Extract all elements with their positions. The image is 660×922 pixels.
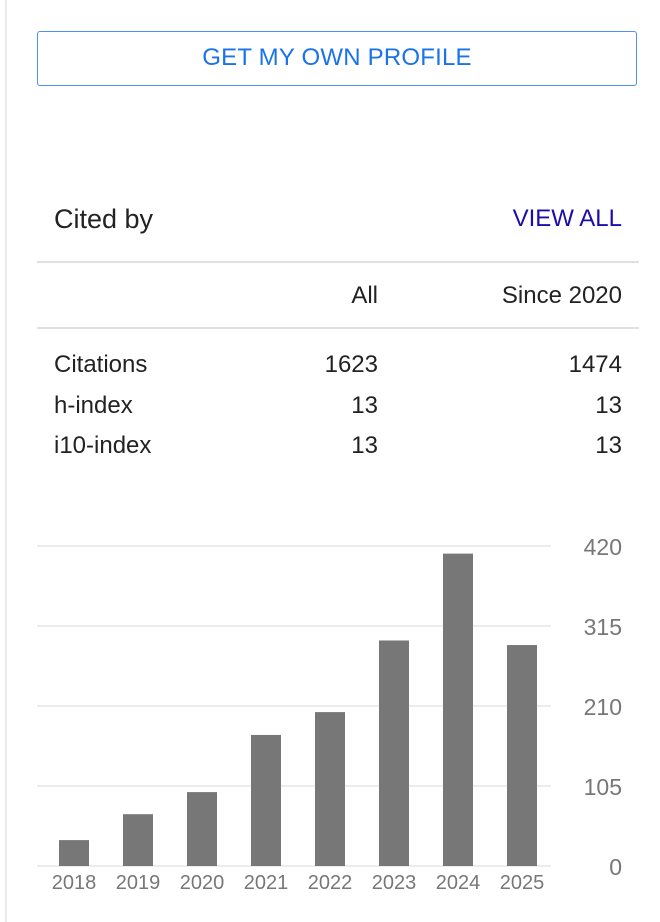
bar-2020[interactable] bbox=[187, 792, 217, 866]
bar-2021[interactable] bbox=[251, 734, 281, 866]
row-value-all: 1623 bbox=[324, 351, 378, 378]
x-tick-label: 2022 bbox=[308, 872, 353, 894]
cited-by-title: Cited by bbox=[54, 204, 154, 234]
x-tick-label: 2019 bbox=[116, 872, 161, 894]
x-tick-label: 2018 bbox=[52, 872, 97, 894]
x-tick-label: 2025 bbox=[500, 872, 545, 894]
bar-2025[interactable] bbox=[507, 645, 537, 866]
row-label[interactable]: h-index bbox=[54, 392, 133, 419]
bar-2023[interactable] bbox=[379, 640, 409, 866]
row-value-since: 13 bbox=[595, 392, 622, 419]
row-label[interactable]: i10-index bbox=[54, 432, 152, 459]
bar-2024[interactable] bbox=[443, 553, 473, 866]
left-divider bbox=[5, 0, 7, 922]
x-tick-label: 2023 bbox=[372, 872, 417, 894]
x-tick-label: 2021 bbox=[244, 872, 289, 894]
row-value-since: 1474 bbox=[568, 351, 622, 378]
row-value-since: 13 bbox=[595, 432, 622, 459]
x-tick-label: 2020 bbox=[180, 872, 225, 894]
row-value-all: 13 bbox=[351, 432, 378, 459]
table-header-rule bbox=[37, 327, 639, 329]
bar-2022[interactable] bbox=[315, 712, 345, 866]
y-tick-label: 210 bbox=[584, 694, 622, 720]
y-tick-label: 0 bbox=[609, 854, 622, 880]
y-tick-label: 315 bbox=[584, 614, 622, 640]
column-header-since: Since 2020 bbox=[501, 282, 622, 309]
x-tick-label: 2024 bbox=[436, 872, 481, 894]
row-label[interactable]: Citations bbox=[54, 351, 148, 378]
bar-2018[interactable] bbox=[59, 840, 89, 866]
table-top-rule bbox=[37, 261, 639, 263]
get-my-own-profile-button[interactable]: GET MY OWN PROFILE bbox=[37, 31, 637, 86]
column-header-all: All bbox=[351, 282, 378, 309]
y-tick-label: 420 bbox=[584, 534, 622, 560]
bar-2019[interactable] bbox=[123, 814, 153, 866]
row-value-all: 13 bbox=[351, 392, 378, 419]
y-tick-label: 105 bbox=[584, 774, 622, 800]
citations-by-year-chart: 0 105 210 315 420 2018 2019 2020 2021 2022 2023 202… bbox=[37, 534, 622, 894]
view-all-link[interactable]: VIEW ALL bbox=[512, 205, 622, 232]
